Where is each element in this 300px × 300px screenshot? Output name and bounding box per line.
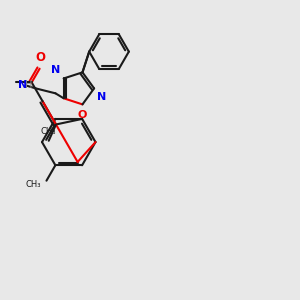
Text: O: O [36, 51, 46, 64]
Text: H: H [25, 80, 32, 90]
Text: CH₃: CH₃ [41, 127, 56, 136]
Text: N: N [97, 92, 106, 102]
Text: CH₃: CH₃ [25, 180, 40, 189]
Text: O: O [78, 110, 87, 120]
Text: N: N [51, 64, 61, 74]
Text: N: N [18, 80, 27, 90]
